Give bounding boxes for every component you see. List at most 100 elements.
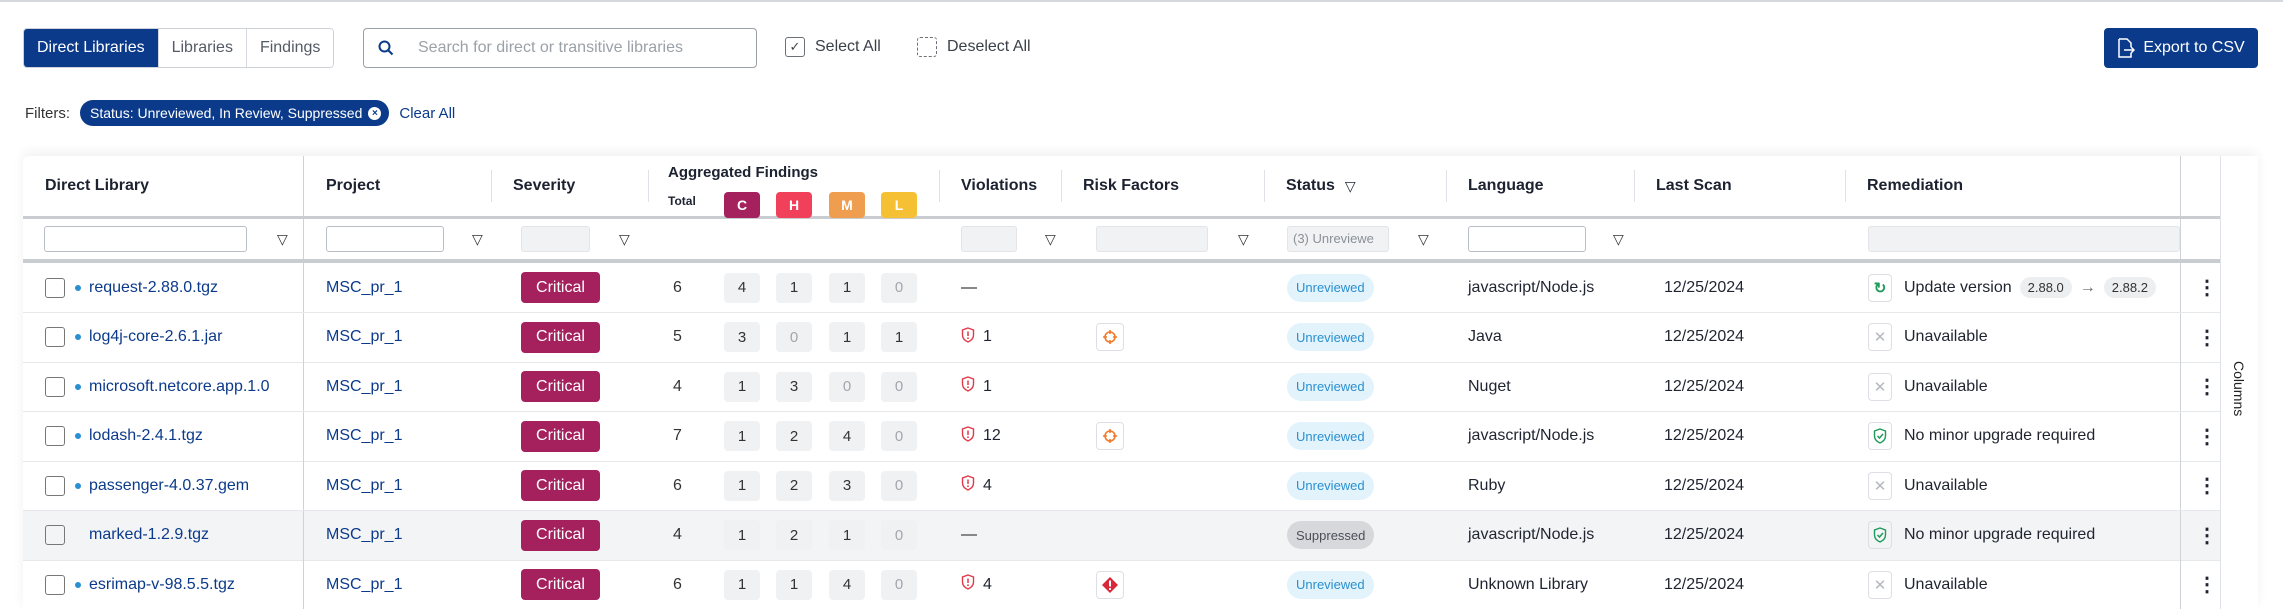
- table-row[interactable]: marked-1.2.9.tgz MSC_pr_1 Critical 4 1 2 1 0 Sup…: [23, 510, 2220, 561]
- violations-count[interactable]: 12: [983, 427, 1001, 444]
- violations-filter-input[interactable]: [961, 226, 1017, 252]
- cell: 12/25/2024: [1634, 461, 1845, 510]
- remediation-text: Unavailable: [1904, 476, 1988, 494]
- risk-diamond-alert-icon[interactable]: [1096, 570, 1124, 599]
- violations-count[interactable]: 1: [983, 328, 992, 345]
- row-checkbox[interactable]: [45, 525, 65, 545]
- kebab-menu-icon[interactable]: ⋮: [2197, 475, 2217, 497]
- filter-row: ▽ ▽ ▽ ▽ ▽ (3) Unreviewe ▽ ▽: [23, 219, 2220, 263]
- search-input[interactable]: [418, 39, 718, 57]
- language: javascript/Node.js: [1468, 278, 1595, 296]
- header-risk-factors[interactable]: Risk Factors: [1061, 156, 1264, 216]
- library-name-link[interactable]: lodash-2.4.1.tgz: [89, 427, 203, 444]
- kebab-menu-icon[interactable]: ⋮: [2197, 524, 2217, 547]
- filter-icon[interactable]: ▽: [1418, 230, 1429, 247]
- table-row[interactable]: log4j-core-2.6.1.jar MSC_pr_1 Critical 5 3 0 1…: [23, 312, 2220, 363]
- library-name-link[interactable]: marked-1.2.9.tgz: [89, 526, 210, 543]
- row-checkbox[interactable]: [45, 574, 65, 595]
- library-name-link[interactable]: log4j-core-2.6.1.jar: [89, 328, 223, 345]
- header-status[interactable]: Status ▽: [1264, 156, 1446, 216]
- cell: MSC_pr_1: [303, 362, 491, 411]
- risk-factors-filter-input[interactable]: [1096, 226, 1208, 252]
- filter-icon[interactable]: ▽: [1045, 230, 1056, 247]
- view-tabs: Direct Libraries Libraries Findings: [23, 28, 335, 68]
- c-count: 1: [724, 569, 760, 600]
- row-checkbox[interactable]: [45, 426, 65, 446]
- severity-filter-input[interactable]: [521, 226, 590, 252]
- violations-count[interactable]: 4: [983, 476, 992, 494]
- table-row[interactable]: passenger-4.0.37.gem MSC_pr_1 Critical 6 1 2 3…: [23, 461, 2220, 511]
- project-link[interactable]: MSC_pr_1: [326, 377, 403, 395]
- checkbox-dashed-icon: [917, 37, 937, 57]
- deselect-all-button[interactable]: Deselect All: [917, 37, 1031, 57]
- language-filter-input[interactable]: [1468, 226, 1586, 252]
- library-name-link[interactable]: passenger-4.0.37.gem: [89, 476, 250, 494]
- project-link[interactable]: MSC_pr_1: [326, 575, 403, 593]
- project-link[interactable]: MSC_pr_1: [326, 526, 403, 543]
- header-project[interactable]: Project: [303, 156, 491, 216]
- cell: 1: [939, 313, 1061, 362]
- violations-count[interactable]: 4: [983, 575, 992, 593]
- header-direct-library[interactable]: Direct Library: [45, 177, 150, 194]
- kebab-menu-icon[interactable]: ⋮: [2197, 326, 2217, 349]
- project-link[interactable]: MSC_pr_1: [326, 328, 403, 345]
- status-filter-chip[interactable]: Status: Unreviewed, In Review, Suppresse…: [80, 100, 390, 126]
- table-row[interactable]: microsoft.netcore.app.1.0 MSC_pr_1 Critica…: [23, 362, 2220, 412]
- risk-crosshair-icon[interactable]: [1096, 422, 1124, 450]
- status-filter-input[interactable]: (3) Unreviewe: [1287, 226, 1389, 252]
- shield-alert-icon: [961, 326, 975, 348]
- row-checkbox[interactable]: [45, 277, 65, 298]
- tab-direct-libraries[interactable]: Direct Libraries: [24, 29, 159, 67]
- cell: Critical: [491, 412, 648, 461]
- project-link[interactable]: MSC_pr_1: [326, 278, 403, 296]
- total-findings: 6: [673, 476, 682, 494]
- header-language[interactable]: Language: [1446, 156, 1634, 216]
- cell: Ruby: [1446, 461, 1634, 510]
- row-checkbox[interactable]: [45, 327, 65, 347]
- library-name-link[interactable]: esrimap-v-98.5.5.tgz: [89, 575, 235, 593]
- table-row[interactable]: esrimap-v-98.5.5.tgz MSC_pr_1 Critical 6 1 1 4…: [23, 560, 2220, 609]
- filter-icon[interactable]: ▽: [277, 230, 288, 247]
- header-remediation[interactable]: Remediation: [1845, 156, 2180, 216]
- violations-count[interactable]: 1: [983, 377, 992, 395]
- columns-label: Columns: [2231, 361, 2247, 417]
- remove-chip-icon[interactable]: ×: [368, 106, 382, 120]
- columns-panel-toggle[interactable]: Columns: [2220, 156, 2258, 609]
- select-all-button[interactable]: ✓ Select All: [785, 37, 881, 57]
- row-checkbox[interactable]: [45, 376, 65, 397]
- remediation-filter-input[interactable]: [1868, 226, 2180, 252]
- row-checkbox[interactable]: [45, 475, 65, 496]
- clear-all-link[interactable]: Clear All: [399, 104, 456, 122]
- filter-icon[interactable]: ▽: [1238, 230, 1249, 247]
- header-violations[interactable]: Violations: [939, 156, 1061, 216]
- filter-icon[interactable]: ▽: [472, 230, 483, 247]
- status-badge: Unreviewed: [1287, 323, 1374, 351]
- cell: 12/25/2024: [1634, 362, 1845, 411]
- new-dot-icon: [75, 482, 81, 489]
- direct-library-filter-input[interactable]: [44, 226, 247, 252]
- export-csv-button[interactable]: Export to CSV: [2104, 28, 2258, 68]
- project-filter-input[interactable]: [326, 226, 444, 252]
- tab-findings[interactable]: Findings: [246, 29, 334, 67]
- kebab-menu-icon[interactable]: ⋮: [2197, 425, 2217, 448]
- header-last-scan[interactable]: Last Scan: [1634, 156, 1845, 216]
- table-row[interactable]: lodash-2.4.1.tgz MSC_pr_1 Critical 7 1 2 4 0 12 U…: [23, 411, 2220, 462]
- project-link[interactable]: MSC_pr_1: [326, 427, 403, 444]
- project-link[interactable]: MSC_pr_1: [326, 476, 403, 494]
- filter-icon[interactable]: ▽: [1613, 230, 1624, 247]
- c-count: 1: [724, 470, 760, 501]
- kebab-menu-icon[interactable]: ⋮: [2197, 376, 2217, 398]
- cell: 12/25/2024: [1634, 412, 1845, 461]
- header-severity[interactable]: Severity: [491, 156, 648, 216]
- risk-crosshair-icon[interactable]: [1096, 323, 1124, 351]
- kebab-menu-icon[interactable]: ⋮: [2197, 574, 2217, 596]
- empty-dash: [961, 286, 977, 289]
- kebab-menu-icon[interactable]: ⋮: [2197, 277, 2217, 299]
- high-badge: H: [776, 192, 812, 218]
- filter-icon[interactable]: ▽: [619, 230, 630, 247]
- tab-libraries[interactable]: Libraries: [158, 29, 247, 67]
- library-name-link[interactable]: request-2.88.0.tgz: [89, 278, 218, 296]
- library-name-link[interactable]: microsoft.netcore.app.1.0: [89, 377, 270, 395]
- table-row[interactable]: request-2.88.0.tgz MSC_pr_1 Critical 6 4 1 1 0 U…: [23, 263, 2220, 313]
- to-version: 2.88.2: [2103, 277, 2156, 298]
